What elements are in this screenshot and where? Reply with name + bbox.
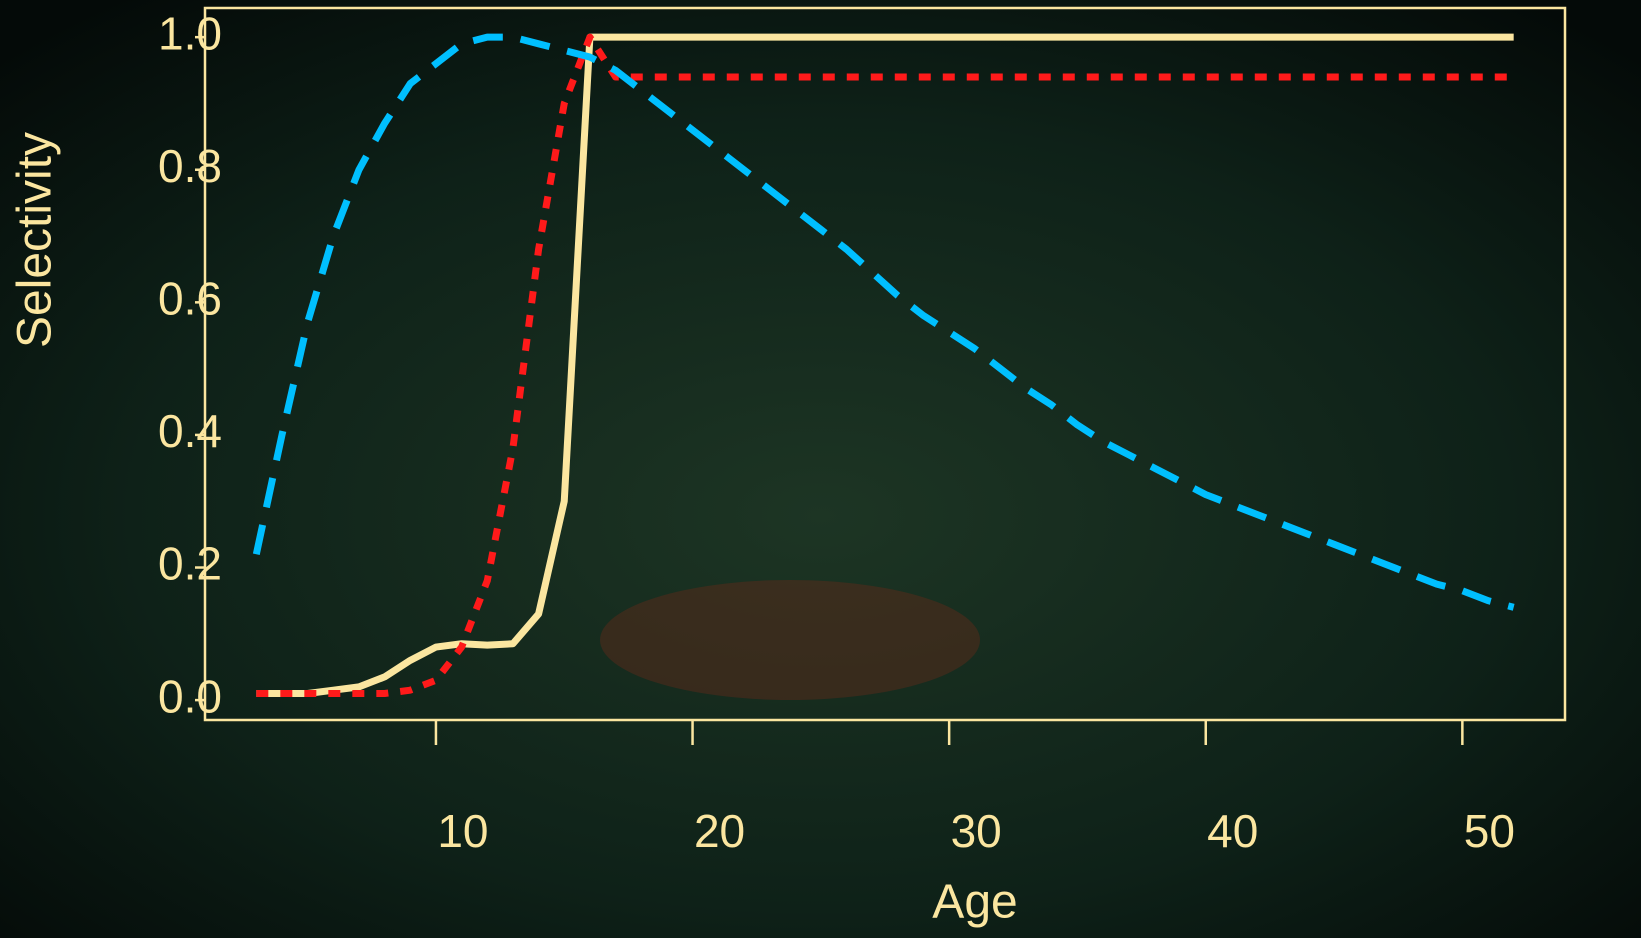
x-tick-label: 50: [1464, 805, 1515, 857]
y-tick-label: 0.4: [158, 405, 222, 457]
x-tick-label: 30: [951, 805, 1002, 857]
y-tick-label: 0.8: [158, 140, 222, 192]
x-tick-label: 10: [437, 805, 488, 857]
y-tick-label: 0.0: [158, 670, 222, 722]
page: {"chart_data": {"type": "line", "x_label…: [0, 0, 1641, 938]
x-axis-label: Age: [932, 876, 1017, 929]
background: [0, 0, 1641, 938]
chart: Age Selectivity 0.0 0.2 0.4 0.6 0.8 1.0 10 20 30…: [0, 0, 1641, 938]
x-tick-label: 40: [1207, 805, 1258, 857]
y-tick-label: 0.2: [158, 538, 222, 590]
y-tick-label: 0.6: [158, 273, 222, 325]
x-tick-label: 20: [694, 805, 745, 857]
y-tick-label: 1.0: [158, 7, 222, 59]
background-fish: [600, 580, 980, 700]
y-axis-label: Selectivity: [9, 132, 62, 348]
